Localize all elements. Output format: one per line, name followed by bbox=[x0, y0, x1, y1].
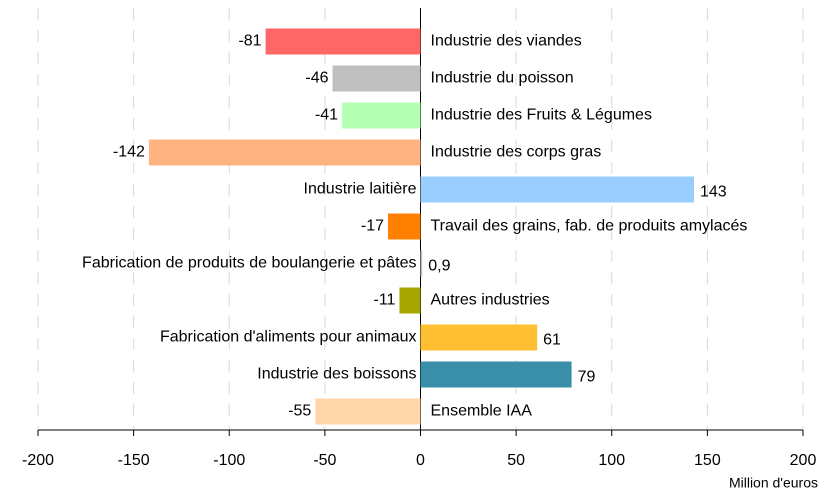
value-label: -46 bbox=[305, 70, 328, 87]
category-label: Ensemble IAA bbox=[431, 403, 533, 420]
category-label: Industrie des boissons bbox=[257, 366, 416, 383]
x-tick-label: 200 bbox=[790, 452, 817, 469]
value-label: 143 bbox=[700, 184, 727, 201]
bar bbox=[420, 324, 538, 351]
category-label: Autres industries bbox=[431, 292, 550, 309]
value-label: -41 bbox=[315, 107, 338, 124]
x-tick-label: 100 bbox=[598, 452, 625, 469]
x-axis-label: Million d'euros bbox=[729, 475, 818, 491]
value-label: -17 bbox=[361, 218, 384, 235]
category-label: Industrie laitière bbox=[304, 181, 417, 198]
bar bbox=[265, 28, 421, 55]
x-tick-label: -200 bbox=[22, 452, 54, 469]
value-label: -81 bbox=[238, 33, 261, 50]
bar bbox=[342, 102, 421, 129]
x-tick-label: -150 bbox=[118, 452, 150, 469]
value-label: -142 bbox=[113, 144, 145, 161]
x-tick-label: -50 bbox=[313, 452, 336, 469]
value-label: 79 bbox=[578, 369, 596, 386]
bar bbox=[420, 250, 423, 277]
bar bbox=[315, 398, 421, 425]
value-label: 61 bbox=[543, 332, 561, 349]
category-label: Industrie des viandes bbox=[431, 33, 582, 50]
bar bbox=[399, 287, 421, 314]
bar bbox=[387, 213, 421, 240]
category-label: Travail des grains, fab. de produits amy… bbox=[431, 218, 748, 235]
bar bbox=[148, 139, 421, 166]
bar bbox=[420, 176, 694, 203]
category-label: Fabrication d'aliments pour animaux bbox=[160, 329, 417, 346]
bar bbox=[332, 65, 421, 92]
value-label: 0,9 bbox=[428, 258, 450, 275]
category-label: Industrie du poisson bbox=[431, 70, 574, 87]
value-label: -55 bbox=[288, 403, 311, 420]
x-tick-label: 150 bbox=[694, 452, 721, 469]
x-tick-label: 50 bbox=[507, 452, 525, 469]
x-tick-label: 0 bbox=[416, 452, 425, 469]
bar bbox=[420, 361, 572, 388]
category-label: Fabrication de produits de boulangerie e… bbox=[82, 255, 416, 272]
category-label: Industrie des Fruits & Légumes bbox=[431, 107, 652, 124]
value-label: -11 bbox=[374, 292, 396, 309]
x-tick-label: -100 bbox=[213, 452, 245, 469]
category-label: Industrie des corps gras bbox=[431, 144, 602, 161]
